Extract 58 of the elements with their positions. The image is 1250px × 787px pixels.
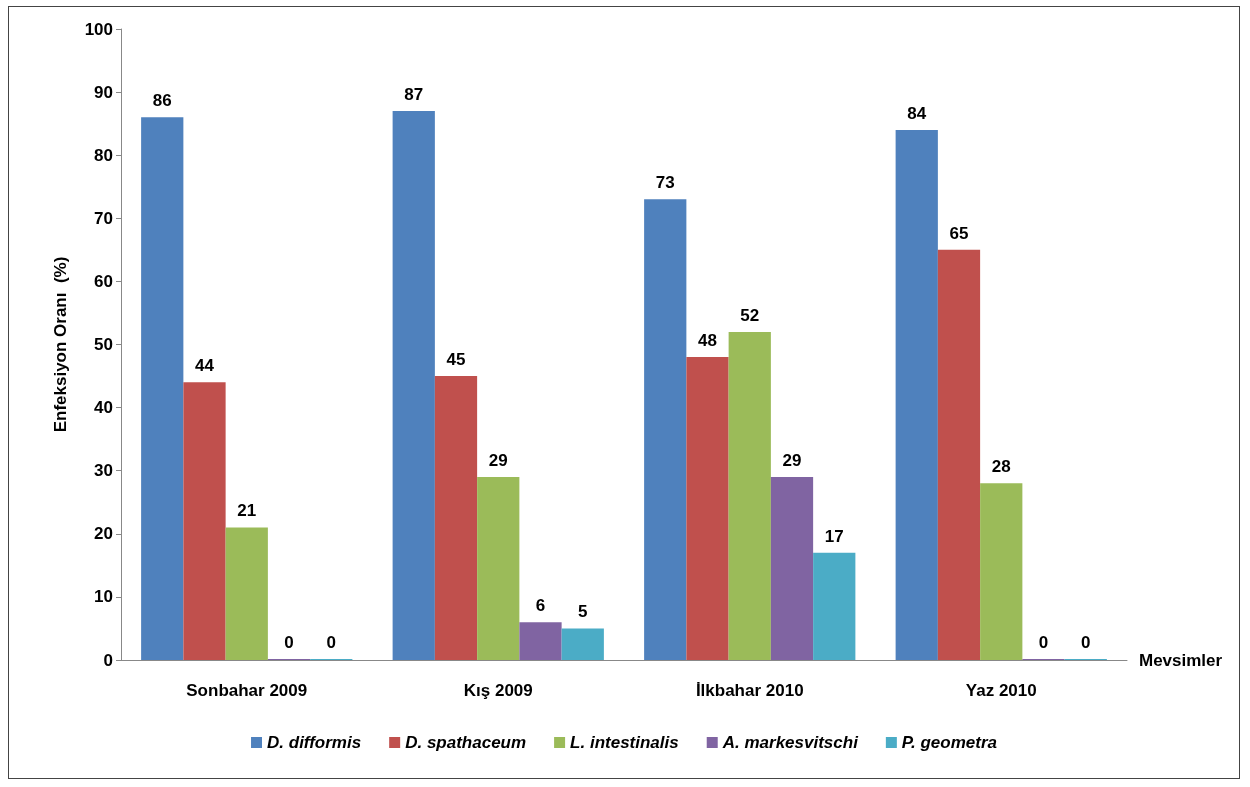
data-label: 48 [698, 331, 717, 351]
data-label: 45 [446, 350, 466, 370]
data-label: 0 [1038, 633, 1049, 652]
bar [770, 477, 814, 660]
data-label: 0 [1081, 633, 1091, 652]
x-tick-label: İlkbahar 2010 [695, 681, 804, 700]
y-tick-label: 100 [84, 19, 113, 39]
bar [895, 129, 938, 660]
bar [519, 622, 562, 660]
bar [644, 199, 687, 660]
data-label: 29 [782, 451, 802, 471]
y-tick-label: 40 [94, 398, 113, 418]
data-label: 5 [578, 602, 588, 622]
x-axis-title: Mevsimler [1139, 650, 1223, 670]
bar [392, 111, 435, 660]
bar [686, 357, 729, 660]
bar [813, 552, 856, 660]
data-label: 52 [740, 305, 760, 325]
y-tick-label: 20 [94, 524, 113, 544]
data-label: 0 [284, 633, 294, 652]
data-label: 87 [404, 85, 424, 105]
data-label: 0 [326, 633, 336, 652]
y-tick-label: 80 [94, 145, 113, 165]
legend-label: L. intestinalis [570, 733, 679, 752]
y-tick-label: 60 [94, 271, 113, 291]
bar [728, 331, 771, 660]
bar [561, 628, 604, 660]
y-tick-label: 10 [94, 587, 113, 607]
data-label: 17 [824, 526, 844, 546]
data-label: 65 [949, 223, 969, 243]
y-axis-title: Enfeksiyon Oranı (%) [51, 256, 70, 433]
bar [477, 477, 520, 660]
data-label: 28 [991, 457, 1011, 477]
data-label: 73 [655, 173, 675, 193]
bar [980, 483, 1023, 660]
x-tick-label: Kış 2009 [463, 681, 533, 700]
legend-label: A. markesvitschi [721, 733, 860, 752]
data-label: 44 [195, 356, 215, 376]
bar [141, 117, 184, 660]
legend-label: P. geometra [901, 733, 997, 752]
legend-label: D. spathaceum [405, 733, 527, 752]
bar [183, 382, 226, 660]
x-tick-label: Sonbahar 2009 [186, 681, 308, 700]
data-label: 29 [488, 451, 508, 471]
y-tick-label: 50 [94, 335, 113, 354]
data-label: 6 [535, 596, 546, 616]
bar [937, 249, 981, 660]
data-label: 84 [907, 103, 927, 123]
data-label: 86 [152, 91, 172, 111]
y-tick-label: 30 [94, 461, 113, 481]
bar [434, 376, 478, 660]
x-tick-label: Yaz 2010 [965, 681, 1037, 700]
y-tick-label: 90 [94, 82, 113, 102]
y-tick-label: 0 [103, 650, 113, 670]
legend-label: D. difformis [267, 733, 362, 752]
y-tick-label: 70 [94, 208, 113, 228]
bar [225, 527, 268, 660]
data-label: 21 [237, 501, 257, 521]
